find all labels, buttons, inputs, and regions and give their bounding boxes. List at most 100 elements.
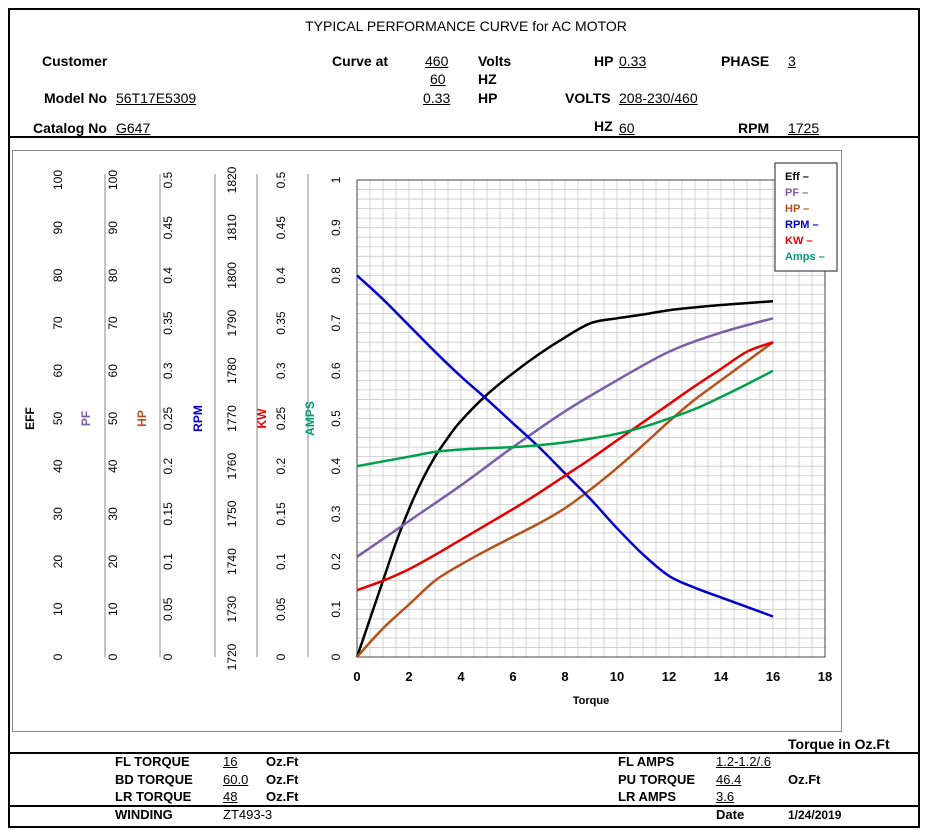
y-axis-tick-label: 0.6 <box>329 362 343 379</box>
plot-border <box>356 179 826 658</box>
y-axis-name: RPM <box>191 405 205 432</box>
y-axis-tick-label: 0.2 <box>161 458 175 475</box>
y-axis-tick-label: 1 <box>329 176 343 183</box>
y-axis-tick-label: 80 <box>51 268 65 282</box>
series-line-amps <box>356 369 774 468</box>
header-divider <box>10 136 918 138</box>
y-axis-tick-label: 0.25 <box>274 406 288 430</box>
rpm-value: 1725 <box>788 120 820 136</box>
lr-torque-value: 48 <box>223 789 238 804</box>
sheet-title: TYPICAL PERFORMANCE CURVE for AC MOTOR <box>305 18 627 34</box>
legend-entry: PF – <box>785 187 808 199</box>
y-axis-tick-label: 0.4 <box>161 267 175 284</box>
y-axis-tick-label: 90 <box>51 221 65 235</box>
model-value: 56T17E5309 <box>116 90 197 106</box>
legend-box <box>774 162 838 272</box>
y-axis-tick-label: 0.3 <box>274 362 288 379</box>
curve-hz-label: HZ <box>478 71 497 87</box>
curve-hp-label: HP <box>478 90 498 106</box>
y-axis-tick-label: 80 <box>106 268 120 282</box>
y-axis-tick-label: 1770 <box>225 405 239 432</box>
lr-torque-label: LR TORQUE <box>115 789 192 804</box>
fl-amps-label: FL AMPS <box>618 754 675 769</box>
y-axis-tick-label: 1780 <box>225 357 239 384</box>
series-line-eff <box>355 299 774 658</box>
y-axis-tick-label: 0.5 <box>161 171 175 188</box>
y-axis-tick-label: 30 <box>51 507 65 521</box>
y-axis-tick-label: 60 <box>106 364 120 378</box>
y-axis-name: AMPS <box>303 401 317 436</box>
y-axis-tick-label: 1730 <box>225 596 239 623</box>
fl-torque-value: 16 <box>223 754 238 769</box>
y-axis-tick-label: 0.9 <box>329 219 343 236</box>
winding-label: WINDING <box>115 807 173 822</box>
y-axis-tick-label: 0.5 <box>274 171 288 188</box>
pu-torque-value: 46.4 <box>716 772 742 787</box>
hp-label: HP <box>594 53 614 69</box>
y-axis-tick-label: 0.05 <box>274 597 288 621</box>
y-axis-tick-label: 0.7 <box>329 314 343 331</box>
x-axis-label: Torque <box>573 695 609 707</box>
y-axis-tick-label: 0.45 <box>161 216 175 240</box>
bd-torque-value: 60.0 <box>223 772 249 787</box>
y-axis-tick-label: 0.1 <box>161 553 175 570</box>
y-axis-name: KW <box>255 408 269 429</box>
y-axis-tick-label: 1820 <box>225 166 239 193</box>
hp-value: 0.33 <box>619 53 647 69</box>
y-axis-tick-label: 0.4 <box>274 267 288 284</box>
y-axis-tick-label: 70 <box>51 316 65 330</box>
fl-amps-value: 1.2-1.2/.6 <box>716 754 771 769</box>
series-line-rpm <box>356 274 774 618</box>
y-axis-tick-label: 50 <box>106 412 120 426</box>
legend-entry: KW – <box>785 235 813 247</box>
bd-torque-label: BD TORQUE <box>115 772 193 787</box>
y-axis-tick-label: 10 <box>106 602 120 616</box>
y-axis-tick-label: 0.05 <box>161 597 175 621</box>
curve-hz-value: 60 <box>430 71 446 87</box>
phase-value: 3 <box>788 53 796 69</box>
fl-torque-label: FL TORQUE <box>115 754 190 769</box>
y-axis-tick-label: 0 <box>329 653 343 660</box>
y-axis-tick-label: 10 <box>51 602 65 616</box>
winding-divider <box>10 805 918 807</box>
customer-label: Customer <box>42 53 108 69</box>
y-axis-name: HP <box>135 410 149 427</box>
y-axis-tick-label: 50 <box>51 412 65 426</box>
y-axis-tick-label: 70 <box>106 316 120 330</box>
y-axis-tick-label: 1720 <box>225 643 239 670</box>
y-axis-tick-label: 100 <box>51 170 65 190</box>
rpm-label: RPM <box>738 120 770 136</box>
winding-value: ZT493-3 <box>223 807 273 822</box>
hz-label: HZ <box>594 118 613 134</box>
lr-torque-unit: Oz.Ft <box>266 789 299 804</box>
y-axis-tick-label: 0 <box>274 653 288 660</box>
volts-value: 208-230/460 <box>619 90 698 106</box>
y-axis-tick-label: 1810 <box>225 214 239 241</box>
y-axis-tick-label: 1800 <box>225 262 239 289</box>
series-line-kw <box>356 341 774 592</box>
y-axis-tick-label: 0 <box>106 653 120 660</box>
x-tick-label: 2 <box>405 669 412 684</box>
bd-torque-unit: Oz.Ft <box>266 772 299 787</box>
x-tick-label: 8 <box>561 669 568 684</box>
y-axis-name: EFF <box>23 407 37 430</box>
date-label: Date <box>716 807 745 822</box>
y-axis-tick-label: 0.25 <box>161 406 175 430</box>
y-axis-tick-label: 0 <box>161 653 175 660</box>
x-tick-label: 6 <box>509 669 516 684</box>
y-axis-tick-label: 0.3 <box>161 362 175 379</box>
legend-entry: Eff – <box>785 171 809 183</box>
fl-torque-unit: Oz.Ft <box>266 754 299 769</box>
catalog-label: Catalog No <box>33 120 107 136</box>
curve-at-label: Curve at <box>332 53 389 69</box>
y-axis-tick-label: 20 <box>106 555 120 569</box>
phase-label: PHASE <box>721 53 770 69</box>
y-axis-tick-label: 0.5 <box>329 410 343 427</box>
y-axis-tick-label: 40 <box>51 459 65 473</box>
x-tick-label: 12 <box>662 669 676 684</box>
y-axis-tick-label: 100 <box>106 170 120 190</box>
y-axis-tick-label: 0.8 <box>329 267 343 284</box>
y-axis-tick-label: 1740 <box>225 548 239 575</box>
y-axis-tick-label: 0.3 <box>329 505 343 522</box>
curve-volts-value: 460 <box>425 53 449 69</box>
